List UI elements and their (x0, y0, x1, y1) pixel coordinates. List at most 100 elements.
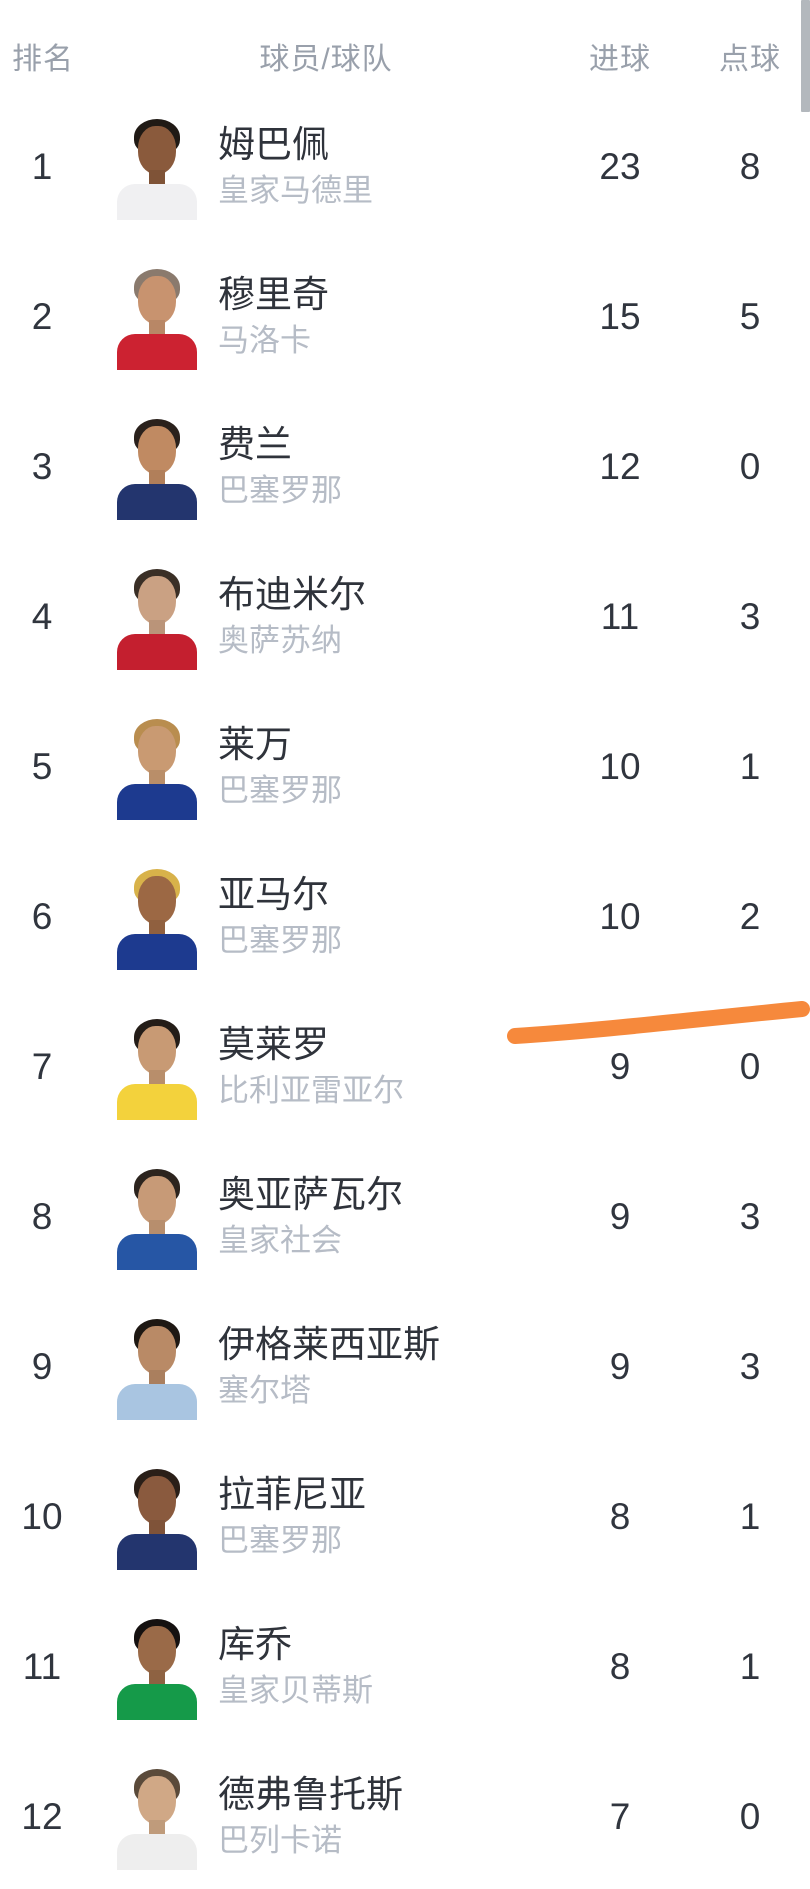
rank-value: 5 (31, 746, 53, 787)
avatar-face (138, 276, 176, 324)
rank-value: 4 (31, 596, 53, 637)
avatar-neck (149, 1220, 165, 1238)
avatar-face (138, 876, 176, 924)
penalties-value: 1 (739, 746, 761, 787)
player-avatar (114, 716, 200, 820)
player-text: 穆里奇 马洛卡 (218, 242, 548, 392)
penalties-value: 3 (739, 596, 761, 637)
header-rank: 排名 (12, 43, 74, 76)
player-row[interactable]: 8 奥亚萨瓦尔 皇家社会 9 3 (0, 1142, 810, 1292)
header-penalties: 点球 (719, 43, 781, 76)
penalties-value: 1 (739, 1496, 761, 1537)
avatar-face (138, 1776, 176, 1824)
avatar-neck (149, 1520, 165, 1538)
player-row[interactable]: 5 莱万 巴塞罗那 10 1 (0, 692, 810, 842)
player-text: 库乔 皇家贝蒂斯 (218, 1592, 548, 1742)
player-name: 奥亚萨瓦尔 (218, 1174, 403, 1215)
avatar-jersey (117, 784, 197, 820)
rank-value: 7 (31, 1046, 53, 1087)
goals-value: 7 (609, 1796, 631, 1837)
player-avatar (114, 1316, 200, 1420)
player-avatar (114, 1616, 200, 1720)
avatar-face (138, 126, 176, 174)
avatar-neck (149, 1820, 165, 1838)
player-row[interactable]: 11 库乔 皇家贝蒂斯 8 1 (0, 1592, 810, 1742)
goals-value: 15 (599, 296, 641, 337)
player-team: 巴列卡诺 (218, 1823, 342, 1858)
penalties-value: 8 (739, 146, 761, 187)
avatar-neck (149, 1670, 165, 1688)
player-row[interactable]: 10 拉菲尼亚 巴塞罗那 8 1 (0, 1442, 810, 1592)
penalties-value: 1 (739, 1646, 761, 1687)
avatar-neck (149, 770, 165, 788)
player-avatar (114, 866, 200, 970)
avatar-face (138, 1626, 176, 1674)
player-row[interactable]: 6 亚马尔 巴塞罗那 10 2 (0, 842, 810, 992)
avatar-face (138, 1476, 176, 1524)
player-row[interactable]: 1 姆巴佩 皇家马德里 23 8 (0, 92, 810, 242)
player-text: 伊格莱西亚斯 塞尔塔 (218, 1292, 548, 1442)
player-avatar (114, 566, 200, 670)
avatar-neck (149, 170, 165, 188)
player-text: 姆巴佩 皇家马德里 (218, 92, 548, 242)
player-team: 马洛卡 (218, 323, 311, 358)
player-team: 巴塞罗那 (218, 773, 342, 808)
avatar-face (138, 426, 176, 474)
player-text: 布迪米尔 奥萨苏纳 (218, 542, 548, 692)
player-avatar (114, 1466, 200, 1570)
goals-value: 12 (599, 446, 641, 487)
player-text: 德弗鲁托斯 巴列卡诺 (218, 1742, 548, 1889)
avatar-neck (149, 920, 165, 938)
avatar-neck (149, 470, 165, 488)
player-row[interactable]: 7 莫莱罗 比利亚雷亚尔 9 0 (0, 992, 810, 1142)
avatar-face (138, 1326, 176, 1374)
goals-value: 9 (609, 1346, 631, 1387)
player-text: 费兰 巴塞罗那 (218, 392, 548, 542)
scrollbar-thumb[interactable] (801, 0, 810, 112)
player-team: 巴塞罗那 (218, 1523, 342, 1558)
avatar-jersey (117, 184, 197, 220)
rank-value: 3 (31, 446, 53, 487)
avatar-face (138, 1176, 176, 1224)
player-row[interactable]: 2 穆里奇 马洛卡 15 5 (0, 242, 810, 392)
avatar-jersey (117, 484, 197, 520)
avatar-jersey (117, 634, 197, 670)
player-avatar (114, 1166, 200, 1270)
avatar-jersey (117, 1384, 197, 1420)
player-team: 巴塞罗那 (218, 923, 342, 958)
rank-value: 1 (31, 146, 53, 187)
goals-value: 8 (609, 1646, 631, 1687)
player-name: 德弗鲁托斯 (218, 1774, 403, 1815)
rank-value: 8 (31, 1196, 53, 1237)
player-team: 皇家贝蒂斯 (218, 1673, 373, 1708)
avatar-face (138, 726, 176, 774)
avatar-jersey (117, 334, 197, 370)
player-row[interactable]: 3 费兰 巴塞罗那 12 0 (0, 392, 810, 542)
player-text: 莱万 巴塞罗那 (218, 692, 548, 842)
avatar-jersey (117, 1534, 197, 1570)
player-text: 奥亚萨瓦尔 皇家社会 (218, 1142, 548, 1292)
avatar-neck (149, 320, 165, 338)
player-name: 费兰 (218, 424, 292, 465)
avatar-jersey (117, 1834, 197, 1870)
penalties-value: 0 (739, 446, 761, 487)
player-text: 亚马尔 巴塞罗那 (218, 842, 548, 992)
player-name: 穆里奇 (218, 274, 329, 315)
player-avatar (114, 1766, 200, 1870)
goals-value: 10 (599, 746, 641, 787)
rank-value: 10 (21, 1496, 63, 1537)
player-row[interactable]: 9 伊格莱西亚斯 塞尔塔 9 3 (0, 1292, 810, 1442)
goals-value: 9 (609, 1046, 631, 1087)
rank-value: 11 (22, 1646, 62, 1687)
player-text: 拉菲尼亚 巴塞罗那 (218, 1442, 548, 1592)
player-row[interactable]: 12 德弗鲁托斯 巴列卡诺 7 0 (0, 1742, 810, 1889)
player-name: 莫莱罗 (218, 1024, 329, 1065)
avatar-neck (149, 1370, 165, 1388)
player-avatar (114, 1016, 200, 1120)
player-name: 布迪米尔 (218, 574, 366, 615)
goals-value: 8 (609, 1496, 631, 1537)
player-avatar (114, 416, 200, 520)
player-row[interactable]: 4 布迪米尔 奥萨苏纳 11 3 (0, 542, 810, 692)
goals-value: 23 (599, 146, 641, 187)
rank-value: 2 (31, 296, 53, 337)
